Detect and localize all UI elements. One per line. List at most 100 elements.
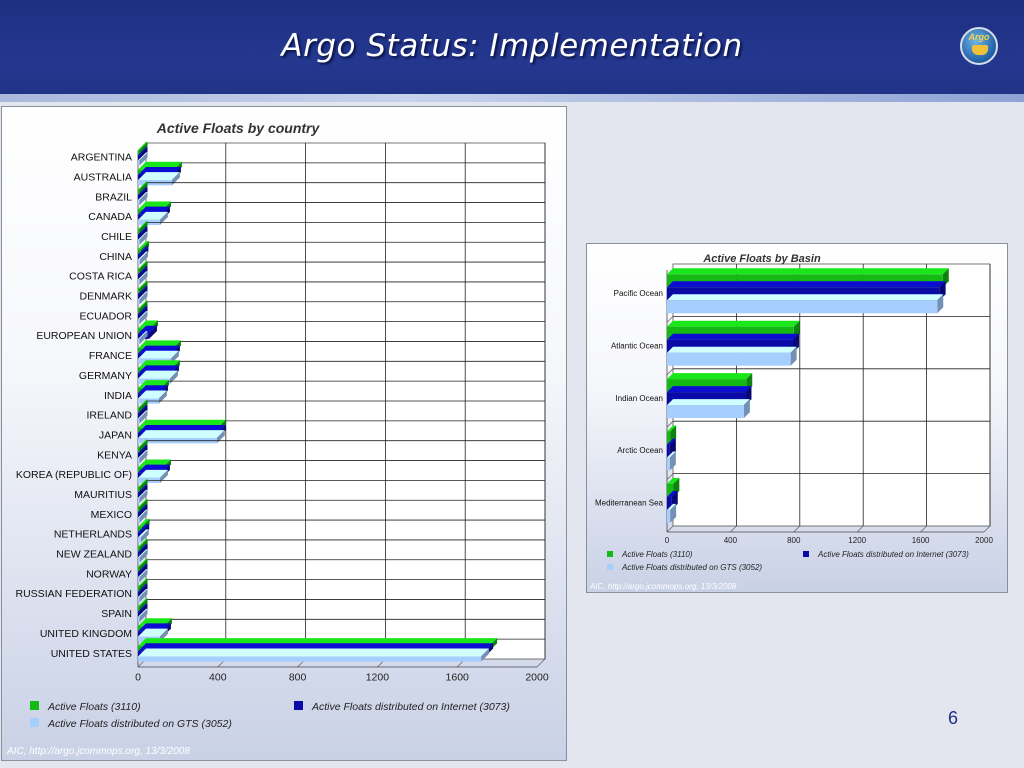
bar-side (139, 450, 148, 464)
bar-side (158, 390, 167, 404)
floor-line (920, 525, 927, 533)
bar-top (138, 608, 148, 617)
legend-label: Active Floats distributed on Internet (3… (817, 550, 969, 559)
bar (138, 229, 140, 235)
category-label: CHINA (99, 251, 132, 263)
bar-top (667, 490, 678, 497)
bar-top (138, 484, 148, 493)
category-label: UNITED STATES (51, 648, 132, 660)
wall-line (666, 420, 674, 428)
legend-swatch (607, 551, 613, 557)
bar (667, 431, 671, 445)
bar (138, 656, 482, 662)
wall-line (666, 368, 674, 376)
floor-line (666, 525, 674, 533)
bar-top (138, 489, 148, 498)
bar (138, 319, 140, 325)
bar-top (138, 410, 148, 419)
bar (138, 512, 140, 518)
bar-top (667, 268, 949, 275)
bar (138, 189, 140, 195)
chart-title: Active Floats by country (156, 120, 321, 136)
bar-top (138, 305, 148, 314)
bar-top (138, 569, 148, 578)
bar-top (138, 444, 148, 453)
legend-label: Active Floats (3110) (47, 701, 141, 713)
bar-top (138, 524, 150, 533)
bar-top (667, 346, 797, 353)
bar (138, 571, 140, 578)
source-note: AIC, http://argo.jcommops.org, 13/3/2008 (589, 582, 737, 591)
bar-top (667, 386, 752, 393)
bar-top (138, 141, 148, 150)
bar-side (159, 469, 168, 484)
bar-top (138, 147, 148, 156)
floor-line (983, 525, 991, 533)
bar (138, 557, 140, 563)
bar-top (138, 330, 148, 339)
legend-swatch (30, 701, 39, 710)
bar (138, 259, 140, 265)
bar-top (138, 628, 168, 637)
bar (138, 517, 140, 523)
legend-label: Active Floats distributed on GTS (3052) (47, 718, 232, 730)
bar-side (139, 152, 148, 166)
bar-top (667, 281, 946, 288)
category-label: Arctic Ocean (617, 446, 663, 455)
x-tick-label: 1200 (366, 672, 390, 684)
slide-header (0, 0, 1024, 100)
header-stripe (0, 94, 1024, 102)
category-label: NORWAY (86, 568, 132, 580)
bar-side (159, 211, 168, 226)
bar (138, 149, 140, 156)
floor-line (536, 658, 546, 668)
category-label: Pacific Ocean (614, 289, 663, 298)
bar (138, 532, 142, 538)
bar (138, 279, 140, 285)
bar (138, 586, 140, 592)
bar-side (139, 608, 148, 622)
bar-top (138, 544, 148, 553)
bar-top (138, 558, 148, 567)
category-label: UNITED KINGDOM (40, 628, 132, 640)
floor-line (793, 525, 801, 533)
bar-top (138, 231, 148, 240)
chart-title: Active Floats by Basin (702, 253, 821, 265)
bar-top (138, 405, 148, 414)
bar (667, 509, 671, 523)
bar-top (138, 509, 148, 518)
bar (667, 483, 674, 497)
category-label: RUSSIAN FEDERATION (16, 588, 132, 600)
x-tick-label: 1200 (848, 536, 866, 545)
bar-side (139, 231, 148, 245)
bar (138, 606, 140, 612)
category-label: DENMARK (79, 291, 132, 303)
bar-top (138, 280, 148, 289)
bar-top (138, 261, 148, 269)
category-label: INDIA (104, 390, 132, 402)
bar (138, 160, 140, 166)
logo-text: Argo (968, 32, 990, 42)
legend-label: Active Floats distributed on GTS (3052) (621, 563, 762, 572)
country-chart-panel: Active Floats by country 0 400 800 1200 1600 2… (1, 106, 567, 761)
bar-top (138, 598, 148, 607)
bar (138, 527, 142, 533)
bar-side (669, 451, 676, 471)
bar (138, 591, 140, 597)
bar (138, 596, 140, 603)
bar-top (138, 211, 168, 220)
bar (138, 546, 140, 553)
bar (138, 249, 141, 255)
bar-top (667, 477, 680, 484)
category-label: IRELAND (86, 410, 132, 422)
bar-side (790, 346, 797, 366)
bar (138, 254, 141, 260)
category-label: Mediterranean Sea (595, 499, 664, 508)
category-label: CANADA (88, 211, 132, 223)
bar (667, 405, 744, 419)
category-label: NETHERLANDS (54, 529, 132, 541)
bar-top (667, 373, 753, 380)
bar-side (743, 399, 750, 419)
bar-top (138, 186, 148, 195)
bar-top (138, 300, 148, 309)
